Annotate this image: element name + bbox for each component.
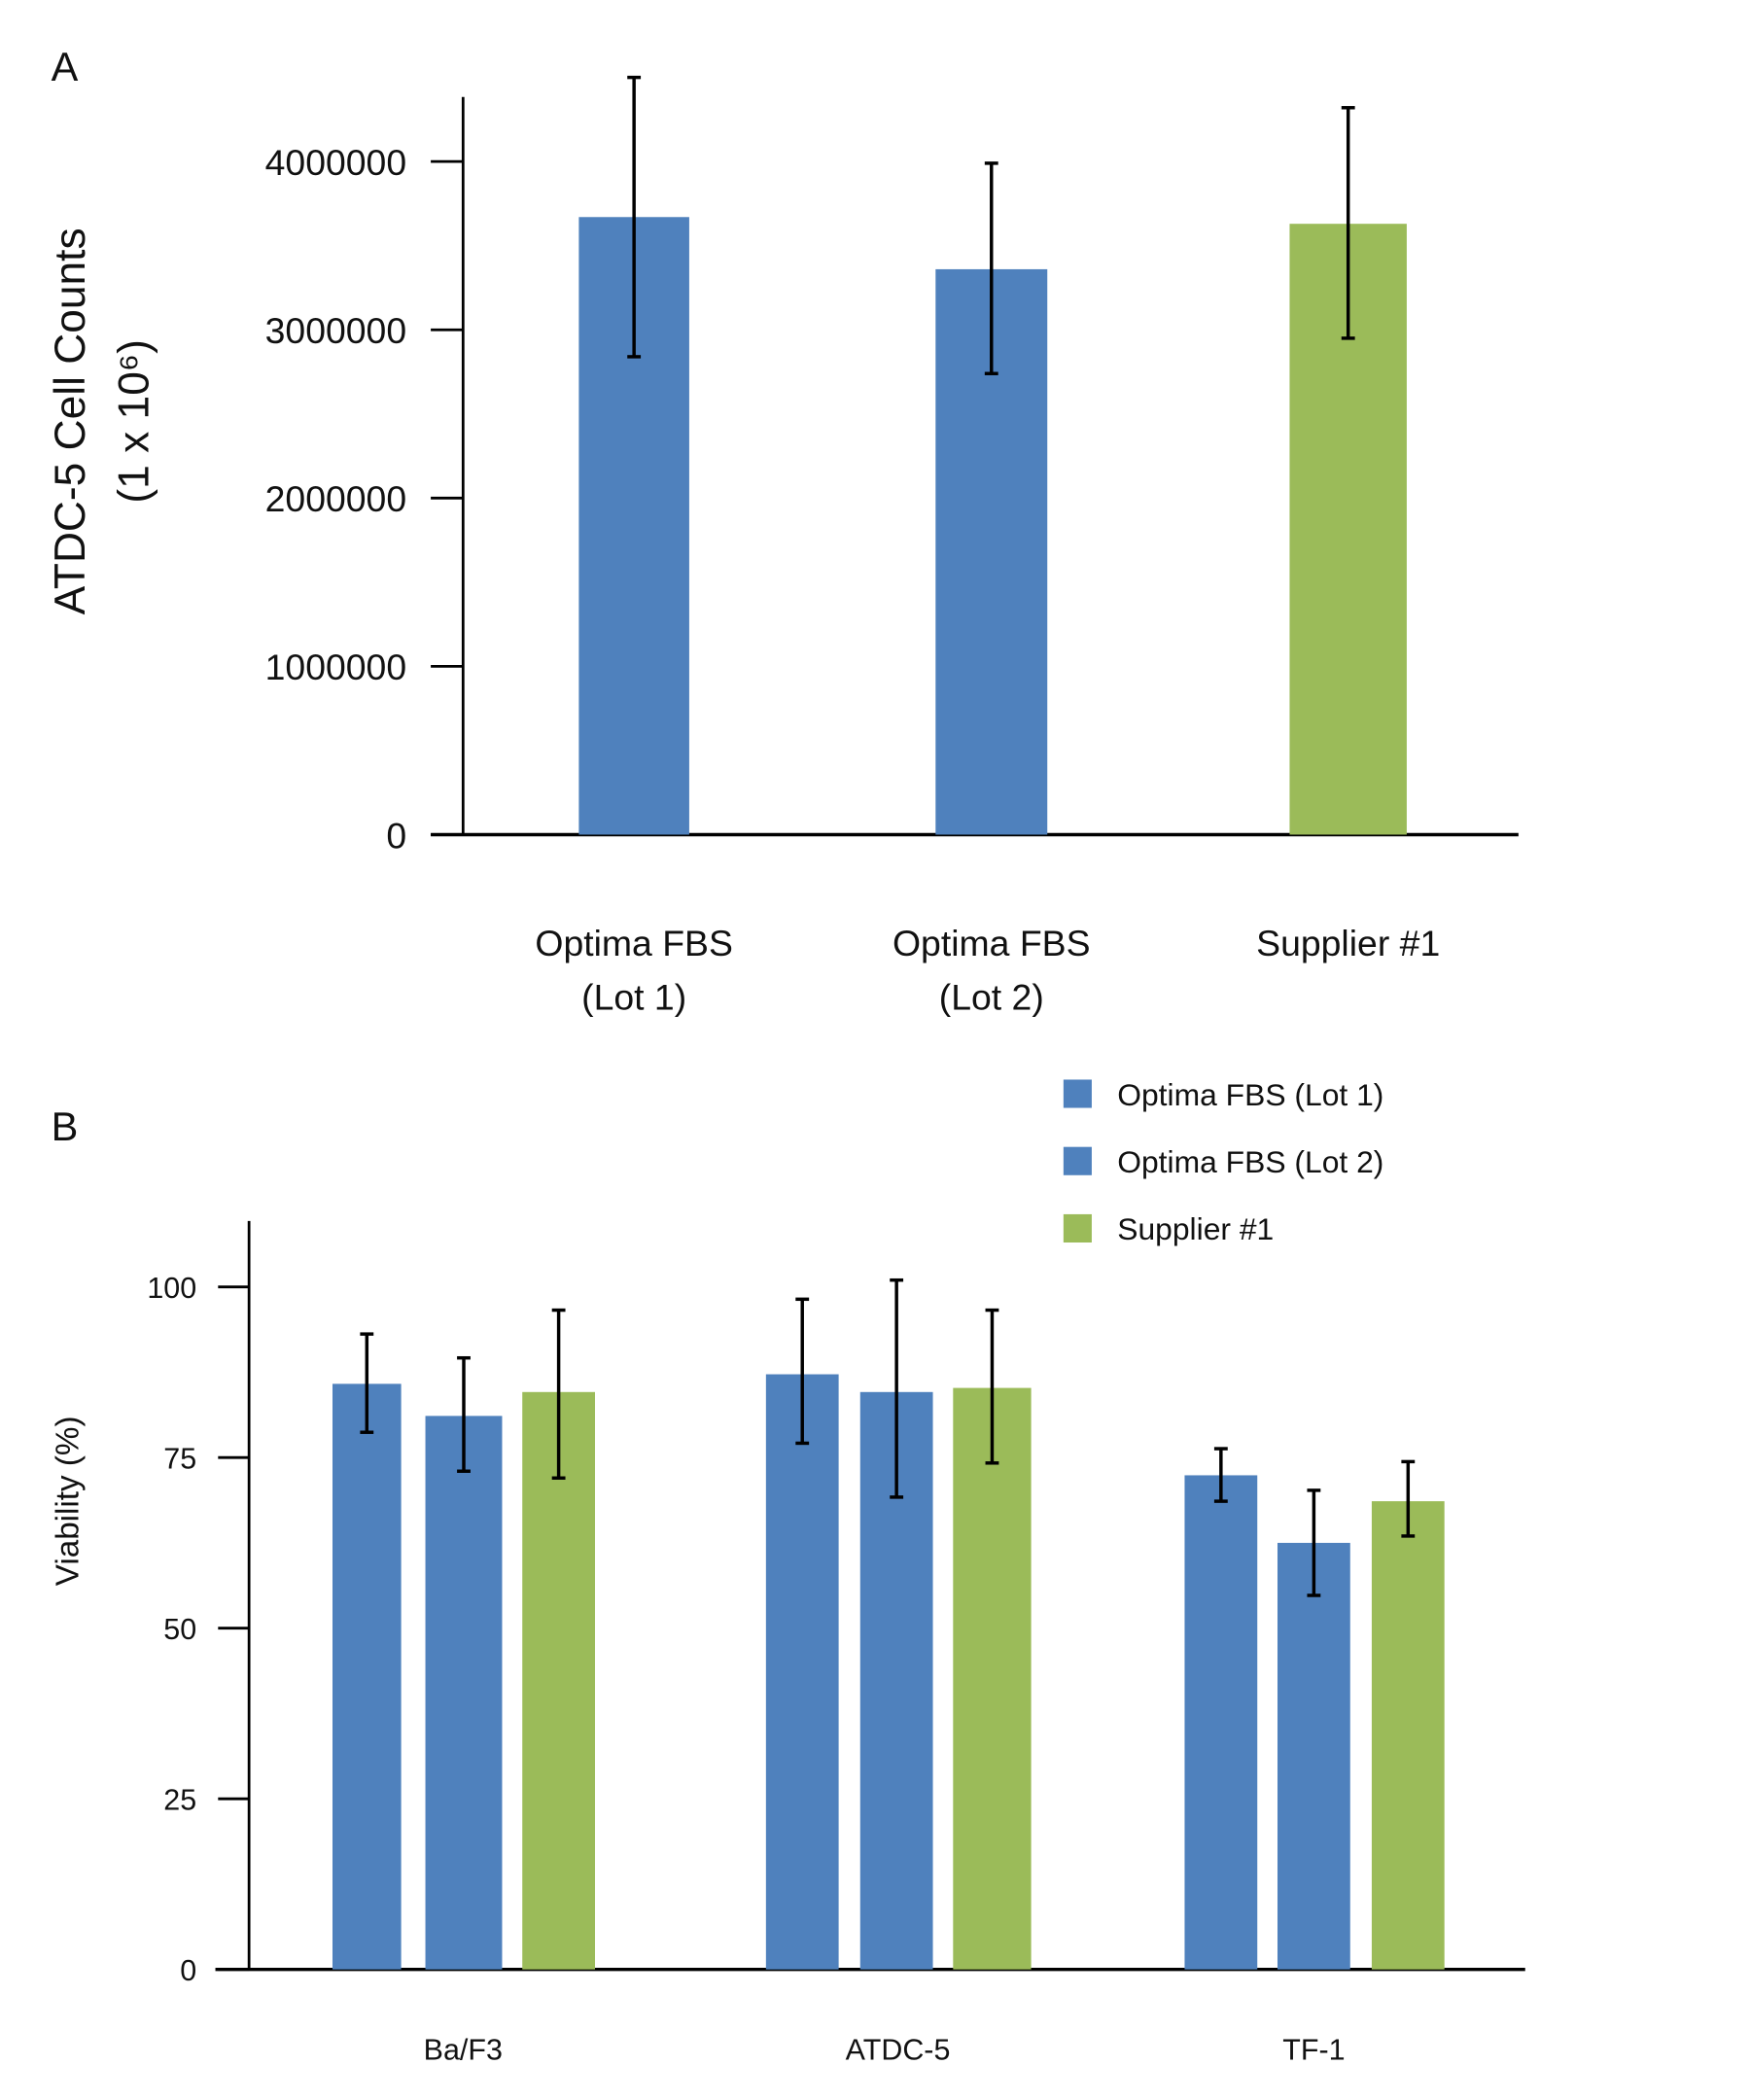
x-category-label-a: (Lot 2): [939, 976, 1044, 1017]
x-category-label-a: Optima FBS: [892, 923, 1091, 963]
legend-label-2: Supplier #1: [1117, 1211, 1274, 1246]
panel-label-a: A: [52, 44, 79, 89]
y-axis-unit-a: (1 x 10⁶): [110, 339, 158, 503]
y-tick-label-b: 75: [163, 1442, 196, 1475]
y-tick-label-b: 25: [163, 1783, 196, 1816]
y-axis-label-a: ATDC-5 Cell Counts: [47, 228, 94, 614]
legend: Optima FBS (Lot 1) Optima FBS (Lot 2) Supp…: [1063, 1077, 1383, 1246]
y-tick-label-a: 1000000: [265, 647, 407, 687]
y-tick-label-b: 100: [147, 1272, 196, 1305]
y-tick-label-b: 0: [180, 1954, 196, 1987]
bar-b-1-2: [953, 1387, 1032, 1970]
chart-a: A 0 1000000 2000000 3000000 4000000 Optima FBS…: [47, 44, 1519, 1017]
legend-label-0: Optima FBS (Lot 1): [1117, 1077, 1383, 1112]
chart-b: B 0 25 50 75 100 Ba/F3 ATDC-5 TF-1 Viability (%) O…: [50, 1077, 1525, 2066]
x-category-label-a: Supplier #1: [1256, 923, 1440, 963]
y-tick-label-a: 4000000: [265, 142, 407, 183]
legend-swatch-0: [1063, 1079, 1092, 1108]
legend-label-1: Optima FBS (Lot 2): [1117, 1144, 1383, 1179]
x-category-label-b: TF-1: [1282, 2033, 1345, 2066]
legend-swatch-1: [1063, 1146, 1092, 1175]
bar-b-0-1: [425, 1416, 503, 1970]
bar-b-2-1: [1278, 1542, 1350, 1970]
x-category-label-a: Optima FBS: [535, 923, 733, 963]
x-category-label-b: Ba/F3: [424, 2033, 503, 2066]
bar-b-0-0: [332, 1383, 402, 1970]
bar-b-1-0: [765, 1374, 839, 1970]
bar-b-2-0: [1184, 1475, 1258, 1970]
y-axis-label-b: Viability (%): [50, 1416, 86, 1586]
bar-b-2-2: [1371, 1501, 1445, 1970]
y-tick-label-a: 3000000: [265, 310, 407, 351]
y-tick-label-a: 2000000: [265, 478, 407, 519]
y-tick-label-a: 0: [386, 815, 406, 856]
legend-swatch-2: [1063, 1213, 1092, 1242]
x-category-label-a: (Lot 1): [581, 976, 686, 1017]
x-category-label-b: ATDC-5: [846, 2033, 951, 2066]
y-tick-label-b: 50: [163, 1613, 196, 1646]
bar-b-0-2: [522, 1391, 595, 1970]
panel-label-b: B: [52, 1103, 79, 1149]
